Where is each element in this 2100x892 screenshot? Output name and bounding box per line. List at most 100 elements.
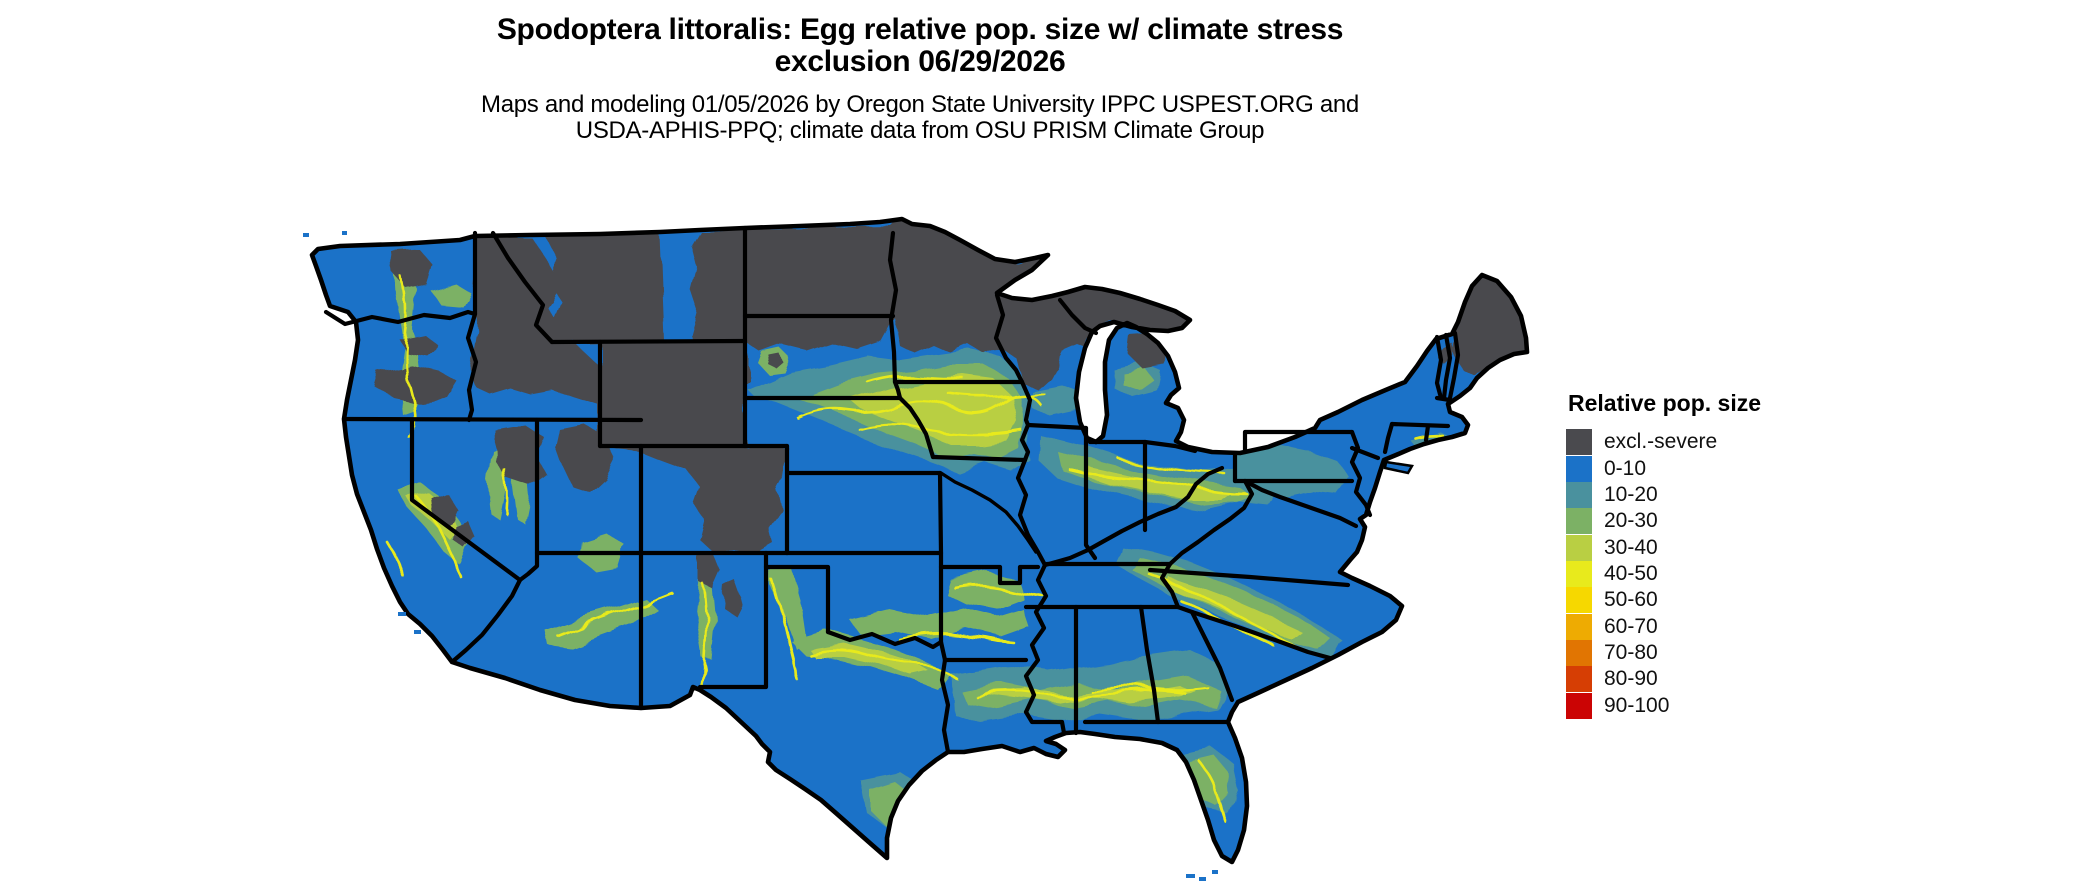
- map-subtitle-line2: USDA-APHIS-PPQ; climate data from OSU PR…: [575, 117, 1265, 144]
- border-nv-ut: [517, 417, 540, 583]
- legend-swatch-50-60: [1566, 587, 1592, 614]
- border-lat42: [341, 416, 644, 423]
- map-title-line2: exclusion 06/29/2026: [774, 45, 1066, 78]
- legend-label: 20-30: [1604, 509, 1658, 533]
- border-ri-ct: [1423, 423, 1431, 443]
- border-vt-nh: [1441, 332, 1453, 401]
- legend-item-30-40: 30-40: [1566, 534, 1761, 561]
- legend-item-20-30: 20-30: [1566, 508, 1761, 535]
- legend-item-10-20: 10-20: [1566, 481, 1761, 508]
- border-ia-mo: [930, 454, 1028, 463]
- border-ks-mo-ok-ar: [937, 470, 948, 663]
- border-mississippi-upper: [1015, 379, 1048, 568]
- border-nc-ga: [1175, 604, 1195, 615]
- border-mississippi-lower: [1023, 562, 1049, 715]
- legend-swatch-0-10: [1566, 455, 1592, 482]
- border-id-mt: [490, 230, 555, 345]
- legend-item-60-70: 60-70: [1566, 613, 1761, 640]
- legend-label: 90-100: [1604, 693, 1670, 717]
- legend-swatch-40-50: [1566, 560, 1592, 587]
- border-wa-or: [323, 309, 478, 327]
- border-pa-ny: [1242, 429, 1355, 455]
- legend-item-excl-severe: excl.-severe: [1566, 429, 1761, 456]
- border-wa-id-or-id: [465, 230, 479, 423]
- florida-keys-3: [1212, 870, 1218, 874]
- border-ok-tx-panhandle: [763, 564, 831, 635]
- legend-swatch-70-80: [1566, 639, 1592, 666]
- map-title: Spodoptera littoralis: Egg relative pop.…: [280, 14, 1560, 78]
- legend-label: 40-50: [1604, 561, 1658, 585]
- islands: [303, 231, 1414, 881]
- excluded-sangre-de-cristo: [724, 583, 744, 616]
- border-va-nc: [1147, 567, 1351, 588]
- excluded-east-oregon: [374, 365, 458, 402]
- border-la-ms: [1023, 709, 1067, 736]
- excluded-north-nevada: [495, 425, 548, 488]
- missouri-river-line: [939, 471, 1038, 554]
- legend-swatch-30-40: [1566, 534, 1592, 561]
- channel-island-1: [398, 612, 406, 616]
- border-delaware-river: [1349, 429, 1373, 518]
- border-tn-nc: [1159, 561, 1181, 610]
- border-ny-nj: [1349, 445, 1381, 461]
- excluded-severe-regions: [374, 219, 1527, 616]
- excluded-blue-mountains: [400, 335, 438, 356]
- legend-swatch-20-30: [1566, 508, 1592, 535]
- border-wv-va-ky: [1167, 478, 1255, 567]
- excluded-north-cascades: [392, 250, 434, 290]
- point-roberts: [342, 231, 347, 235]
- conus-outline: [309, 216, 1530, 865]
- long-island: [1383, 460, 1414, 475]
- legend-item-40-50: 40-50: [1566, 560, 1761, 587]
- legend-item-90-100: 90-100: [1566, 692, 1761, 719]
- border-vt-ny: [1434, 334, 1444, 401]
- border-tx-la: [939, 657, 951, 755]
- border-nm-tx: [697, 550, 769, 690]
- border-mt-wy: [549, 338, 748, 345]
- border-ma-ct-ri: [1389, 421, 1451, 429]
- legend-swatch-excl-severe: [1566, 429, 1592, 456]
- legend-swatch-60-70: [1566, 613, 1592, 640]
- border-ga-sc: [1189, 609, 1235, 703]
- map-title-line1: Spodoptera littoralis: Egg relative pop.…: [496, 13, 1344, 46]
- channel-island-2: [414, 630, 421, 634]
- legend-label: 50-60: [1604, 588, 1658, 612]
- legend-title: Relative pop. size: [1568, 390, 1762, 416]
- legend-item-70-80: 70-80: [1566, 639, 1761, 666]
- border-il-in: [1083, 425, 1098, 561]
- state-borders: [323, 225, 1461, 755]
- border-mn-wi: [993, 292, 1025, 385]
- legend-item-50-60: 50-60: [1566, 587, 1761, 614]
- legend: Relative pop. size excl.-severe 0-10 10-…: [1566, 390, 1761, 719]
- border-potomac: [1242, 478, 1359, 529]
- border-red-river: [825, 629, 944, 650]
- excluded-minnesota-wisconsin-up: [893, 219, 1188, 388]
- florida-keys-1: [1186, 874, 1195, 878]
- florida-keys-2: [1199, 877, 1206, 881]
- map-subtitle: Maps and modeling 01/05/2026 by Oregon S…: [280, 92, 1560, 144]
- figure-header: Spodoptera littoralis: Egg relative pop.…: [280, 14, 1560, 144]
- legend-label: 30-40: [1604, 535, 1658, 559]
- border-mo-ar: [938, 564, 1041, 586]
- legend-item-80-90: 80-90: [1566, 666, 1761, 693]
- map-subtitle-line1: Maps and modeling 01/05/2026 by Oregon S…: [481, 91, 1359, 118]
- legend-label: 60-70: [1604, 614, 1658, 638]
- legend-item-0-10: 0-10: [1566, 455, 1761, 482]
- legend-swatch-80-90: [1566, 666, 1592, 693]
- legend-label: 80-90: [1604, 667, 1658, 691]
- border-ia-west: [892, 379, 903, 401]
- border-mn-west: [887, 230, 899, 385]
- border-ma-north: [1434, 395, 1453, 403]
- san-juan-island: [303, 233, 309, 237]
- legend-label: 70-80: [1604, 640, 1658, 664]
- border-ohio-river: [1042, 465, 1225, 568]
- legend-label: excl.-severe: [1604, 430, 1718, 454]
- border-nc-sc: [1189, 609, 1333, 661]
- excluded-west-montana: [545, 234, 664, 343]
- legend-label: 10-20: [1604, 482, 1658, 506]
- border-ca-nv: [409, 417, 523, 665]
- border-ct-ny: [1382, 421, 1395, 455]
- legend-swatch-10-20: [1566, 481, 1592, 508]
- border-sd-ne: [742, 395, 936, 460]
